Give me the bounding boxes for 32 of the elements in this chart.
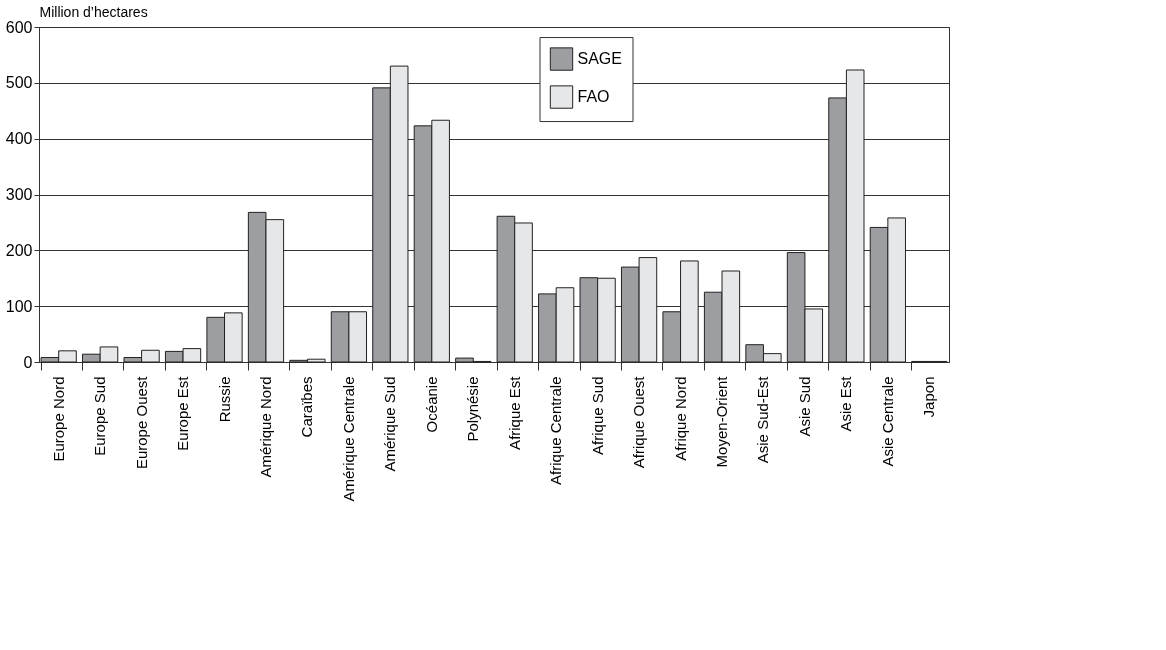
x-tick-label: Europe Nord [49,376,67,462]
x-tick-label: Moyen-Orient [713,375,731,468]
x-tick-label: Afrique Ouest [630,375,648,469]
y-axis-title: Million d’hectares [39,3,148,20]
x-tick-label: Polynésie [464,376,482,442]
y-tick-label: 200 [5,241,33,259]
x-tick-label: Afrique Nord [671,376,689,461]
x-tick-label: Afrique Sud [588,376,606,455]
x-tick-label: Océanie [422,376,440,433]
x-tick-label: Caraïbes [298,376,316,438]
x-tick-label: Europe Ouest [132,375,150,470]
y-tick-label: 400 [5,130,33,148]
x-tick-label: Asie Sud [795,376,813,437]
x-tick-label: Asie Sud-Est [754,375,772,464]
legend-label: FAO [577,88,610,106]
x-tick-label: Amérique Nord [256,376,274,478]
x-tick-label: Asie Centrale [878,376,896,467]
legend-label: SAGE [577,50,622,68]
x-tick-label: Amérique Centrale [339,376,357,502]
x-tick-label: Europe Sud [91,376,109,456]
x-tick-label: Amérique Sud [381,376,399,472]
x-tick-label: Asie Est [837,375,855,432]
y-tick-label: 100 [5,297,33,315]
y-tick-label: 300 [5,186,33,203]
x-tick-label: Japon [920,376,938,418]
y-tick-label: 600 [5,18,33,36]
x-tick-label: Afrique Est [505,375,523,450]
y-tick-label: 500 [5,74,33,92]
x-tick-label: Europe Est [174,375,192,451]
y-tick-label: 0 [23,353,33,371]
x-tick-label: Russie [215,376,233,423]
x-tick-label: Afrique Centrale [547,376,565,485]
